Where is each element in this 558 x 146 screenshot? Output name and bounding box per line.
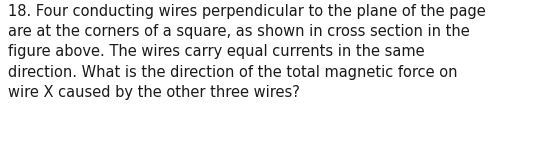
Text: 18. Four conducting wires perpendicular to the plane of the page
are at the corn: 18. Four conducting wires perpendicular … <box>8 4 486 100</box>
